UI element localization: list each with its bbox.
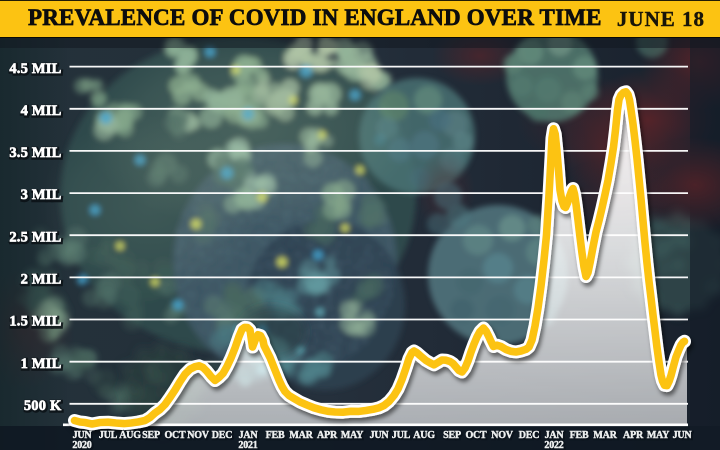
- svg-text:JUL: JUL: [99, 430, 118, 441]
- svg-text:APR: APR: [623, 430, 644, 441]
- svg-text:DEC: DEC: [212, 430, 233, 441]
- svg-text:JUL: JUL: [100, 431, 119, 442]
- svg-text:APR: APR: [318, 431, 339, 442]
- svg-text:JUN: JUN: [674, 431, 694, 442]
- svg-text:FEB: FEB: [570, 430, 589, 441]
- svg-text:DEC: DEC: [213, 431, 234, 442]
- svg-text:4.5 MIL: 4.5 MIL: [9, 61, 61, 77]
- svg-text:JAN: JAN: [545, 430, 565, 441]
- svg-text:3.5 MIL: 3.5 MIL: [9, 145, 61, 161]
- svg-text:AUG: AUG: [414, 431, 436, 442]
- svg-text:MAY: MAY: [342, 431, 365, 442]
- svg-text:2 MIL: 2 MIL: [21, 272, 62, 288]
- svg-text:3.5 MIL: 3.5 MIL: [10, 146, 62, 162]
- svg-text:OCT: OCT: [467, 431, 489, 442]
- svg-text:SEP: SEP: [443, 430, 461, 441]
- svg-text:JUN: JUN: [73, 430, 93, 441]
- svg-text:APR: APR: [624, 431, 645, 442]
- svg-text:FEB: FEB: [266, 430, 285, 441]
- svg-text:NOV: NOV: [492, 431, 515, 442]
- svg-text:2021: 2021: [239, 441, 258, 450]
- svg-text:2.5 MIL: 2.5 MIL: [9, 229, 61, 245]
- svg-text:AUG: AUG: [413, 430, 435, 441]
- svg-text:4 MIL: 4 MIL: [21, 103, 62, 119]
- svg-text:1 MIL: 1 MIL: [21, 357, 62, 373]
- svg-text:MAY: MAY: [647, 430, 670, 441]
- svg-text:DEC: DEC: [519, 430, 540, 441]
- svg-text:MAR: MAR: [290, 431, 314, 442]
- svg-text:MAR: MAR: [594, 431, 618, 442]
- svg-text:JUN: JUN: [371, 431, 391, 442]
- svg-text:AUG: AUG: [119, 430, 141, 441]
- svg-text:2020: 2020: [73, 441, 92, 450]
- svg-text:FEB: FEB: [267, 431, 286, 442]
- svg-text:4.5 MIL: 4.5 MIL: [10, 62, 62, 78]
- svg-text:3 MIL: 3 MIL: [21, 188, 62, 204]
- svg-text:AUG: AUG: [120, 431, 142, 442]
- svg-text:JUL: JUL: [392, 430, 411, 441]
- svg-text:JUN: JUN: [673, 430, 693, 441]
- svg-text:1.5 MIL: 1.5 MIL: [9, 314, 61, 330]
- svg-text:OCT: OCT: [166, 431, 188, 442]
- svg-text:NOV: NOV: [188, 431, 211, 442]
- svg-text:2022: 2022: [544, 440, 563, 450]
- svg-text:2022: 2022: [545, 441, 564, 450]
- svg-text:3 MIL: 3 MIL: [21, 187, 62, 203]
- svg-text:FEB: FEB: [571, 431, 590, 442]
- svg-text:JUL: JUL: [393, 431, 412, 442]
- svg-text:2021: 2021: [238, 440, 257, 450]
- svg-text:500 K: 500 K: [25, 399, 63, 415]
- svg-text:SEP: SEP: [142, 430, 160, 441]
- svg-text:MAR: MAR: [289, 430, 313, 441]
- svg-text:SEP: SEP: [444, 431, 462, 442]
- svg-text:JAN: JAN: [546, 431, 566, 442]
- svg-text:1.5 MIL: 1.5 MIL: [10, 315, 62, 331]
- svg-text:OCT: OCT: [164, 430, 186, 441]
- svg-text:OCT: OCT: [465, 430, 487, 441]
- svg-text:JUN: JUN: [74, 431, 94, 442]
- svg-text:MAY: MAY: [648, 431, 671, 442]
- svg-text:1 MIL: 1 MIL: [21, 356, 62, 372]
- svg-text:NOV: NOV: [491, 430, 514, 441]
- svg-text:DEC: DEC: [520, 431, 541, 442]
- svg-text:2.5 MIL: 2.5 MIL: [10, 231, 62, 247]
- svg-text:MAR: MAR: [593, 430, 617, 441]
- svg-text:APR: APR: [317, 430, 338, 441]
- svg-text:2 MIL: 2 MIL: [21, 273, 62, 289]
- svg-text:2020: 2020: [72, 440, 91, 450]
- svg-text:MAY: MAY: [341, 430, 364, 441]
- svg-text:JUN: JUN: [370, 430, 390, 441]
- svg-text:4 MIL: 4 MIL: [21, 104, 62, 120]
- svg-text:SEP: SEP: [143, 431, 161, 442]
- svg-text:JAN: JAN: [240, 431, 260, 442]
- svg-text:500 K: 500 K: [24, 398, 62, 414]
- svg-text:JAN: JAN: [239, 430, 259, 441]
- svg-text:NOV: NOV: [187, 430, 210, 441]
